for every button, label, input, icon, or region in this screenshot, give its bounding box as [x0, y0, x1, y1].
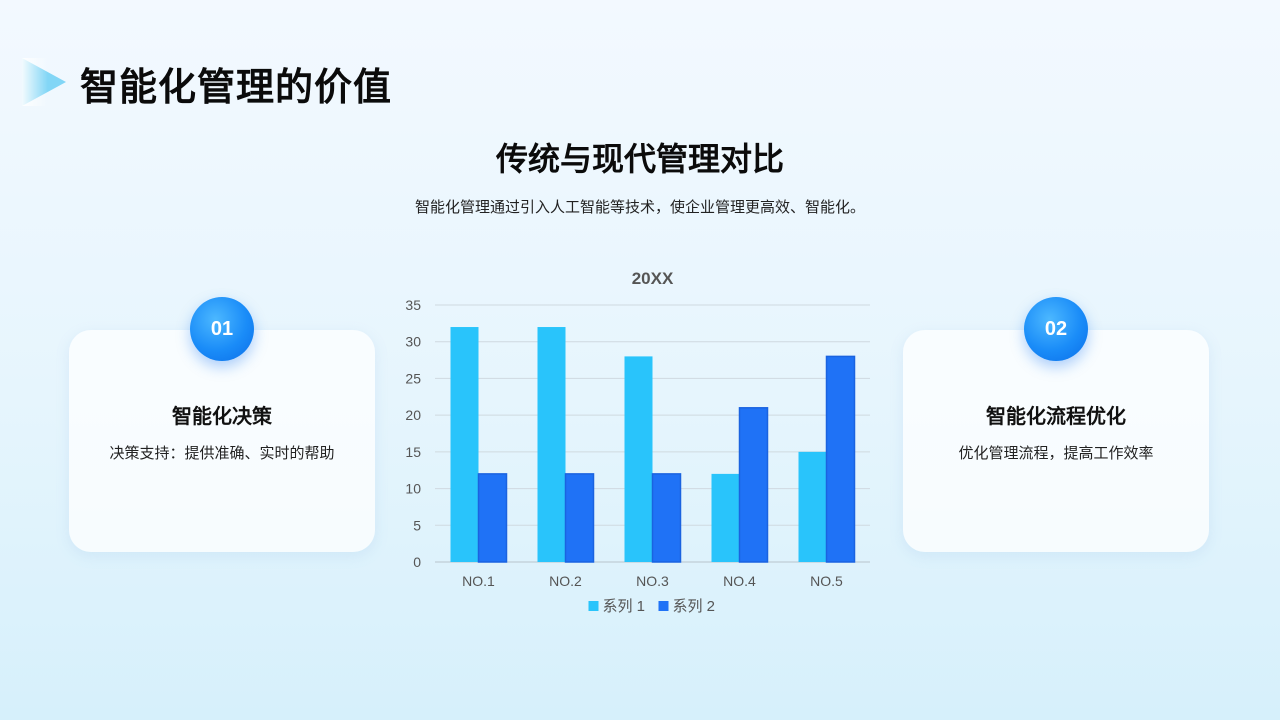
bar-series2 [825, 355, 856, 563]
y-tick-label: 30 [405, 334, 421, 350]
y-tick-label: 35 [405, 297, 421, 313]
title-decoration-glow [22, 58, 48, 106]
x-tick-label: NO.5 [810, 573, 843, 589]
legend-label: 系列 1 [603, 598, 646, 615]
bar-series1 [624, 356, 653, 562]
card-text: 优化管理流程，提高工作效率 [958, 445, 1154, 462]
section-subtitle: 智能化管理通过引入人工智能等技术，使企业管理更高效、智能化。 [414, 199, 865, 216]
bar-series1 [711, 473, 740, 562]
bar-series1 [537, 327, 566, 562]
y-tick-label: 25 [405, 370, 421, 386]
legend-swatch [658, 601, 669, 611]
chart-title: 20XX [632, 269, 674, 288]
bar-series2 [564, 473, 595, 563]
badge-01: 01 [190, 297, 254, 361]
section-title: 传统与现代管理对比 [495, 141, 784, 177]
bar-series1 [450, 327, 479, 562]
x-tick-label: NO.2 [549, 573, 582, 589]
card-decision: 智能化决策 决策支持：提供准确、实时的帮助 [69, 330, 375, 552]
bar-series2 [738, 407, 769, 563]
badge-02: 02 [1024, 297, 1088, 361]
page-title: 智能化管理的价值 [80, 67, 393, 109]
y-tick-label: 15 [405, 444, 421, 460]
x-tick-label: NO.1 [462, 573, 495, 589]
x-tick-label: NO.4 [723, 573, 756, 589]
card-process: 智能化流程优化 优化管理流程，提高工作效率 [903, 330, 1209, 552]
card-heading: 智能化决策 [172, 406, 272, 428]
y-tick-label: 0 [413, 554, 421, 570]
bar-series2 [477, 473, 508, 563]
card-heading: 智能化流程优化 [986, 406, 1126, 428]
bar-chart: 20XX 0 5 10 15 20 25 30 35 NO.1 NO.2 NO.3 NO.4 NO.5 系列… [405, 269, 870, 615]
legend-swatch [588, 601, 599, 611]
bar-series1 [798, 451, 827, 562]
legend-label: 系列 2 [673, 598, 716, 615]
y-tick-label: 10 [405, 481, 421, 497]
y-tick-label: 5 [413, 517, 421, 533]
bar-series2 [651, 473, 682, 563]
y-tick-label: 20 [405, 407, 421, 423]
card-text: 决策支持：提供准确、实时的帮助 [109, 445, 335, 462]
x-tick-label: NO.3 [636, 573, 669, 589]
